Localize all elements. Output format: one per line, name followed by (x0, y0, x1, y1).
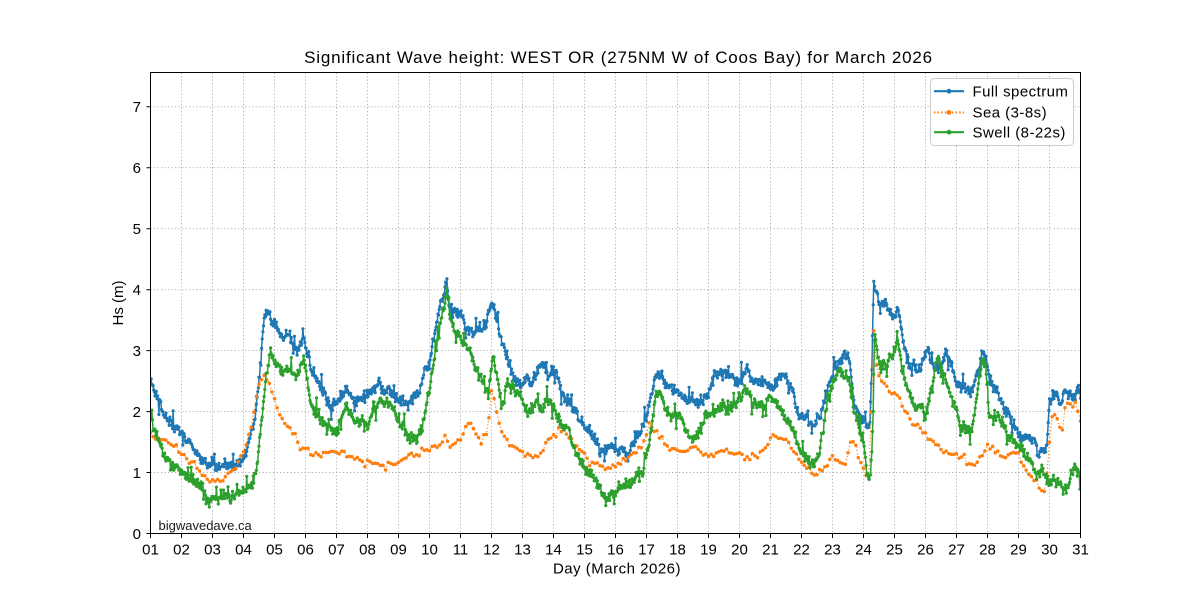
svg-text:25: 25 (886, 542, 903, 559)
svg-text:06: 06 (297, 542, 314, 559)
svg-text:02: 02 (173, 542, 190, 559)
svg-text:12: 12 (483, 542, 500, 559)
svg-text:03: 03 (204, 542, 221, 559)
svg-text:2: 2 (133, 404, 141, 421)
svg-text:23: 23 (824, 542, 841, 559)
svg-text:10: 10 (421, 542, 438, 559)
svg-text:5: 5 (133, 221, 141, 238)
svg-text:04: 04 (235, 542, 252, 559)
svg-text:15: 15 (576, 542, 593, 559)
svg-text:0: 0 (133, 526, 141, 543)
svg-text:19: 19 (700, 542, 717, 559)
svg-text:21: 21 (762, 542, 779, 559)
svg-text:08: 08 (359, 542, 376, 559)
svg-text:30: 30 (1041, 542, 1058, 559)
svg-text:6: 6 (133, 160, 141, 177)
svg-text:27: 27 (948, 542, 965, 559)
svg-text:20: 20 (731, 542, 748, 559)
svg-text:16: 16 (607, 542, 624, 559)
svg-text:14: 14 (545, 542, 562, 559)
svg-text:05: 05 (266, 542, 283, 559)
svg-text:26: 26 (917, 542, 934, 559)
svg-text:Significant Wave height: WEST: Significant Wave height: WEST OR (275NM … (304, 48, 933, 67)
svg-text:28: 28 (979, 542, 996, 559)
svg-text:24: 24 (855, 542, 872, 559)
svg-text:Day (March 2026): Day (March 2026) (553, 561, 681, 578)
svg-text:09: 09 (390, 542, 407, 559)
svg-text:17: 17 (638, 542, 655, 559)
svg-text:1: 1 (133, 465, 141, 482)
svg-text:01: 01 (142, 542, 159, 559)
svg-text:4: 4 (133, 282, 141, 299)
svg-text:22: 22 (793, 542, 810, 559)
svg-text:Sea (3-8s): Sea (3-8s) (973, 105, 1048, 122)
svg-text:31: 31 (1072, 542, 1089, 559)
svg-text:Full spectrum: Full spectrum (973, 84, 1069, 101)
svg-text:13: 13 (514, 542, 531, 559)
svg-text:Hs (m): Hs (m) (110, 281, 127, 326)
svg-text:29: 29 (1010, 542, 1027, 559)
svg-text:07: 07 (328, 542, 345, 559)
svg-text:18: 18 (669, 542, 686, 559)
svg-text:bigwavedave.ca: bigwavedave.ca (159, 518, 253, 533)
svg-text:3: 3 (133, 343, 141, 360)
svg-text:11: 11 (453, 542, 469, 559)
svg-text:7: 7 (133, 99, 141, 116)
svg-text:Swell (8-22s): Swell (8-22s) (973, 125, 1066, 142)
